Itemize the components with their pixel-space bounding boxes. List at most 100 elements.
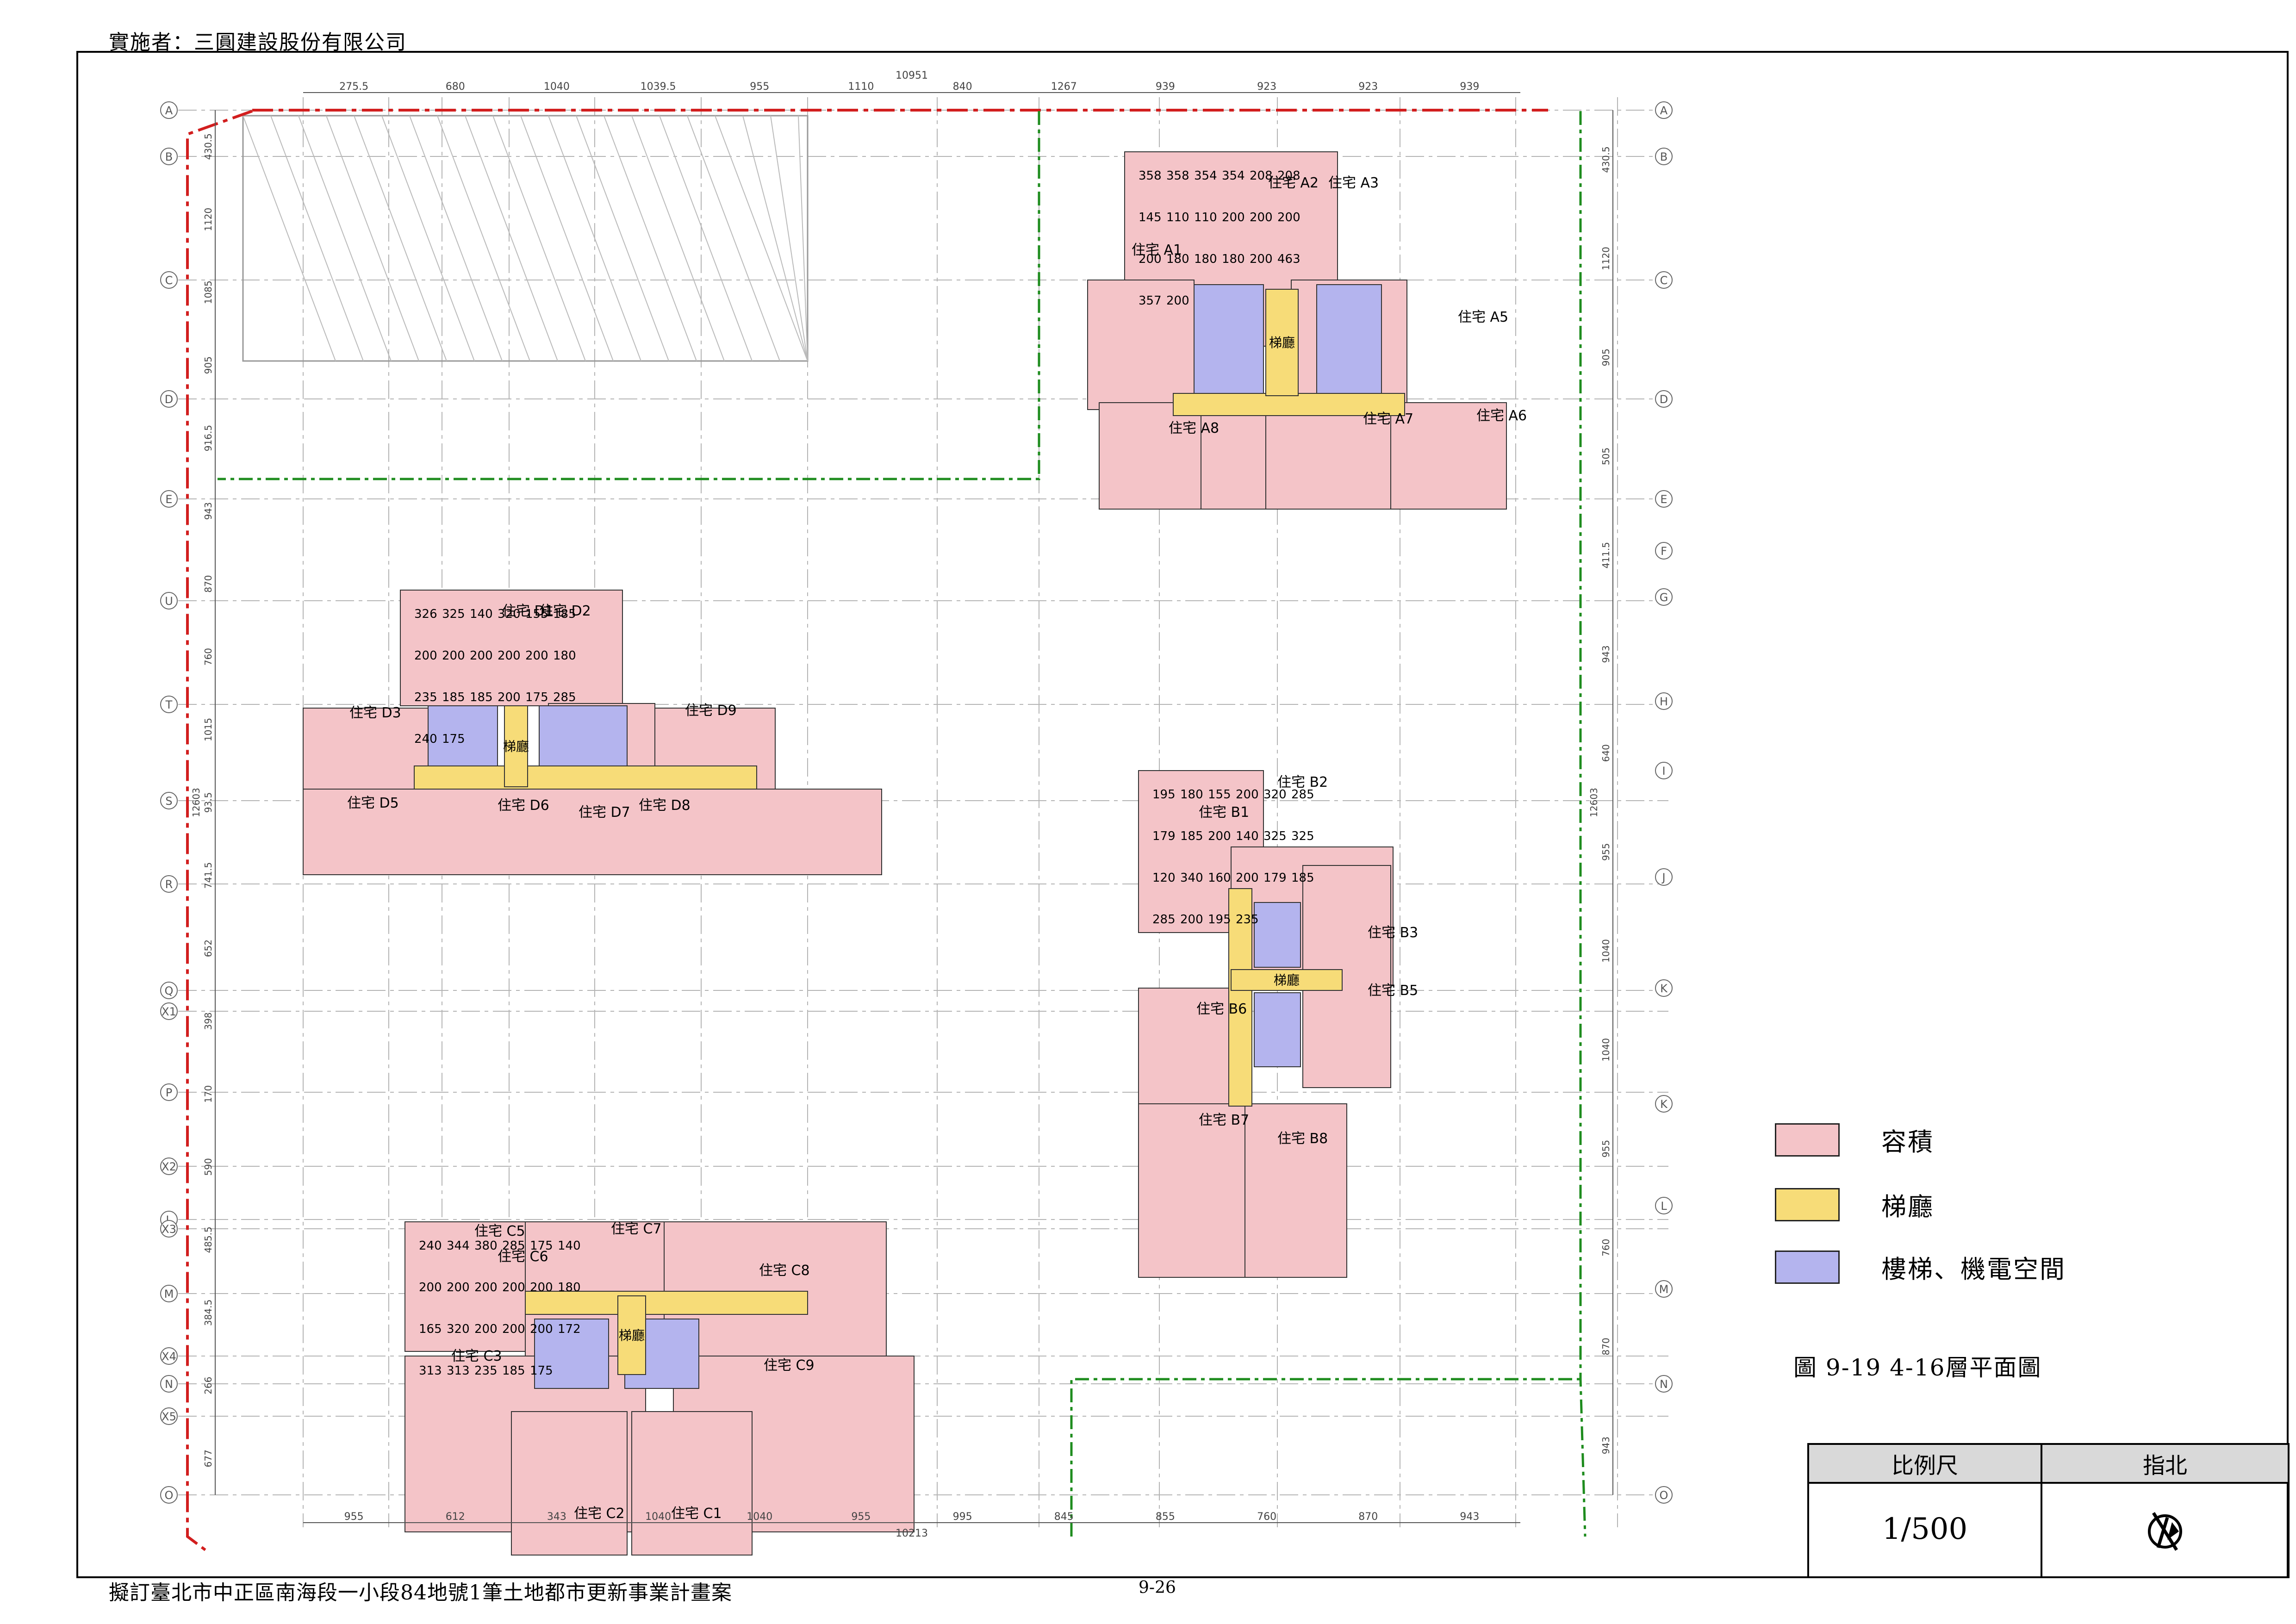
unit-label: 住宅 D9 [685,703,737,719]
grid-bubble [1655,868,1673,886]
grid-bubble [160,1002,178,1020]
dimension-note: 200 [1166,294,1189,308]
grid-bubble [160,1347,178,1365]
legend-label-floor-area: 容積 [1881,1127,1934,1157]
grid-label: L [1661,1200,1667,1213]
dim-bottom-value: 1040 [645,1511,671,1523]
dim-right-value: 1040 [1600,1038,1612,1062]
elevator-lobby-zone [1231,969,1343,991]
dimension-note: 325 [1263,829,1287,843]
hatch-line [381,115,475,361]
grid-bubble [1655,490,1673,508]
floor-area-zone [511,1411,628,1556]
legend-label-elevator-lobby: 梯廳 [1881,1192,1934,1221]
dim-bottom-value: 995 [953,1511,972,1523]
elevator-lobby-zone [617,1295,646,1375]
dimension-note: 175 [530,1239,553,1253]
dim-right-value: 955 [1600,843,1612,861]
grid-label: K [1660,1098,1668,1111]
grid-bubble [160,982,178,999]
grid-label: M [1659,1283,1669,1296]
floor-area-zone [404,1221,526,1352]
dimension-note: 235 [474,1364,498,1378]
dimension-note: 463 [1277,252,1300,266]
floor-area-zone [1099,402,1201,510]
dim-left-value: 760 [203,648,214,666]
dimension-note: 200 [474,1322,498,1336]
hatch-line [520,115,614,361]
dimension-note: 358 [1166,169,1189,183]
hatch-line [298,115,392,361]
hatch-line [354,115,447,361]
dimension-note: 200 [530,1281,553,1294]
grid-bubble [160,592,178,610]
dimension-note: 200 [1236,871,1259,885]
grid-bubble [160,1407,178,1425]
dim-bottom-value: 845 [1054,1511,1074,1523]
dimension-note: 200 [1222,211,1245,224]
floor-area-zone [303,789,882,875]
green-line-right [1579,111,1587,1537]
dimension-note: 320 [447,1322,470,1336]
grid-label: X3 [162,1223,176,1236]
unit-label: 住宅 B2 [1277,774,1328,790]
dim-top-value: 1039.5 [641,81,676,93]
dimension-note: 200 [1277,211,1300,224]
dim-bottom-value: 870 [1358,1511,1378,1523]
grid-bubble [160,1285,178,1302]
dim-left-value: 916.5 [203,425,214,451]
dimension-note: 326 [414,607,437,621]
dim-right-total: 12603 [1588,788,1599,817]
site-boundary-line [186,110,253,1552]
lobby-label: 梯廳 [503,739,529,754]
dim-right-value: 640 [1600,744,1612,762]
hatch-line [715,115,808,361]
unit-label: 住宅 C5 [474,1223,525,1239]
grid-bubble [1655,588,1673,606]
hatch-line [742,115,808,361]
dimension-note: 179 [1263,871,1287,885]
dim-right-value: 870 [1600,1338,1612,1355]
stair-mech-zone [1254,992,1301,1067]
dim-left-value: 384.5 [203,1300,214,1326]
dimension-note: 110 [1194,211,1217,224]
dimension-note: 110 [1166,211,1189,224]
dimension-note: 325 [1291,829,1314,843]
grid-bubble [160,101,178,119]
dimension-note: 285 [1152,913,1176,927]
dimension-note: 200 [470,649,493,663]
grid-label: X1 [162,1005,176,1018]
dim-top-value: 923 [1257,81,1276,93]
site-boundary [186,109,1587,1552]
unit-label: 住宅 C8 [759,1263,810,1279]
floor-area-zone [1244,1103,1347,1278]
building-b: 住宅 B1 住宅 B2 住宅 B3 住宅 B5 住宅 B6 住宅 B7 住宅 B8 梯廳 195… [1138,770,1418,1278]
unit-label: 住宅 B5 [1368,983,1418,999]
grid-bubble [160,1375,178,1393]
dimension-note: 175 [442,732,465,746]
dimension-note: 354 [1222,169,1245,183]
floor-plan-drawing: ABCDEUTSRQX1PX2LX3MX4NX5OABCDEFGHIJKKLMN… [160,70,1673,1556]
grid-label: U [165,595,173,608]
dim-left-value: 870 [203,575,214,592]
dimension-note: 180 [553,649,576,663]
dimension-note: 235 [1236,913,1259,927]
unit-label: 住宅 D2 [539,603,591,619]
hatch-line [492,115,586,361]
dimension-note: 200 [414,649,437,663]
grid-bubble [160,490,178,508]
unit-label: 住宅 A5 [1458,309,1508,325]
grid-label: T [165,698,173,711]
unit-label: 住宅 D8 [639,797,691,814]
floor-area-zone [631,1411,753,1556]
dimension-note: 208 [1277,169,1300,183]
unit-label: 住宅 D7 [579,804,630,821]
stair-mech-zone [1316,284,1382,396]
dimension-note: 175 [525,691,548,704]
elevator-lobby-zone [1173,393,1405,416]
dimension-note: 180 [1166,252,1189,266]
grid-bubble [1655,1280,1673,1298]
dim-left-value: 741.5 [203,862,214,889]
green-line-left [218,111,1040,480]
dim-top-value: 923 [1358,81,1378,93]
